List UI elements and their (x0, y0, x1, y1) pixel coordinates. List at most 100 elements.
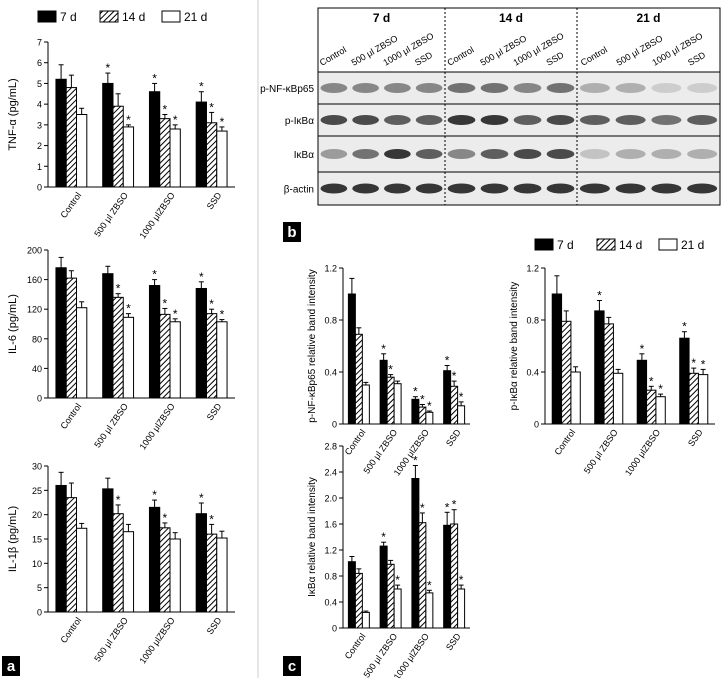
y-tick-label: 0.4 (324, 368, 337, 378)
panel-label-box (283, 656, 301, 676)
y-tick-label: 0.8 (324, 316, 337, 326)
y-tick-label: 0.8 (324, 572, 337, 582)
blot-band (352, 183, 379, 194)
y-axis-label: IL-6 (pg/mL) (7, 294, 19, 354)
y-tick-label: 20 (32, 510, 42, 520)
bar (112, 105, 124, 188)
y-tick-label: 2 (37, 141, 42, 151)
bar (636, 359, 648, 425)
bar (361, 611, 370, 629)
significance-star: * (413, 454, 418, 468)
bar (457, 588, 466, 629)
significance-star: * (199, 80, 204, 94)
bar (697, 374, 709, 425)
y-tick-label: 0 (37, 394, 42, 404)
blot-band (320, 149, 348, 159)
significance-star: * (597, 289, 602, 303)
bar (561, 320, 572, 425)
blot-group-label: 14 d (499, 11, 523, 25)
blot-band (352, 115, 379, 125)
legend-label: 21 d (681, 238, 704, 252)
significance-star: * (427, 399, 432, 413)
blot-band (447, 149, 476, 159)
blot-band (651, 115, 682, 125)
significance-star: * (199, 270, 204, 284)
bar (393, 383, 402, 425)
significance-star: * (682, 320, 687, 334)
blot-band (687, 115, 718, 125)
y-tick-label: 0 (37, 608, 42, 618)
significance-star: * (116, 493, 121, 507)
legend-swatch (534, 238, 554, 251)
bar (112, 296, 124, 399)
legend-label: 7 d (557, 238, 574, 252)
blot-band (352, 149, 379, 159)
y-tick-label: 0 (332, 624, 337, 634)
bar (425, 411, 434, 425)
bar (55, 484, 67, 613)
significance-star: * (452, 369, 457, 383)
bar (386, 376, 395, 425)
significance-star: * (209, 297, 214, 311)
y-tick-label: 4 (37, 100, 42, 110)
bar (386, 563, 395, 629)
y-tick-label: 1.2 (324, 546, 337, 556)
blot-band (415, 149, 443, 159)
blot-row-label: IκBα (294, 150, 314, 161)
bar (418, 406, 427, 425)
legend-label: 21 d (184, 10, 207, 24)
y-tick-label: 10 (32, 559, 42, 569)
bar (55, 78, 67, 188)
significance-star: * (701, 357, 706, 371)
bar (411, 398, 420, 425)
y-tick-label: 80 (32, 334, 42, 344)
y-tick-label: 1 (37, 162, 42, 172)
bar (159, 118, 171, 188)
bar (148, 506, 161, 613)
blot-band (615, 183, 646, 194)
y-tick-label: 2.0 (324, 494, 337, 504)
blot-band (384, 183, 411, 194)
blot-band (513, 115, 542, 125)
bar (216, 537, 228, 613)
bar (195, 287, 207, 399)
bar (169, 321, 181, 399)
y-tick-label: 3 (37, 120, 42, 130)
blot-band (513, 149, 542, 159)
bar (148, 91, 161, 188)
panel-label: b (287, 224, 296, 241)
blot-band (579, 83, 610, 93)
blot-band (615, 149, 646, 159)
y-axis-label: IκBα relative band intensity (307, 477, 318, 597)
y-tick-label: 1.2 (324, 264, 337, 274)
bar (216, 130, 228, 188)
blot-band (651, 83, 682, 93)
blot-band (513, 83, 542, 93)
bar (679, 337, 690, 425)
blot-group-label: 21 d (636, 11, 660, 25)
blot-band (447, 83, 476, 93)
bar (102, 273, 114, 399)
y-axis-label: p-IκBα relative band intensity (509, 282, 520, 411)
bar (379, 359, 388, 425)
significance-star: * (640, 342, 645, 356)
blot-row-label: p-NF-κBp65 (260, 84, 314, 95)
blot-band (415, 183, 443, 194)
bar (347, 293, 356, 425)
significance-star: * (173, 113, 178, 127)
bar (354, 333, 363, 425)
blot-band (579, 115, 610, 125)
y-tick-label: 15 (32, 535, 42, 545)
blot-row-label: β-actin (284, 185, 314, 196)
significance-star: * (220, 115, 225, 129)
blot-band (579, 149, 610, 159)
bar (122, 316, 135, 399)
significance-star: * (173, 307, 178, 321)
significance-star: * (116, 282, 121, 296)
y-tick-label: 6 (37, 58, 42, 68)
panel-label: a (7, 658, 16, 675)
bar (361, 384, 370, 425)
blot-band (415, 115, 443, 125)
significance-star: * (649, 374, 654, 388)
blot-band (480, 83, 509, 93)
